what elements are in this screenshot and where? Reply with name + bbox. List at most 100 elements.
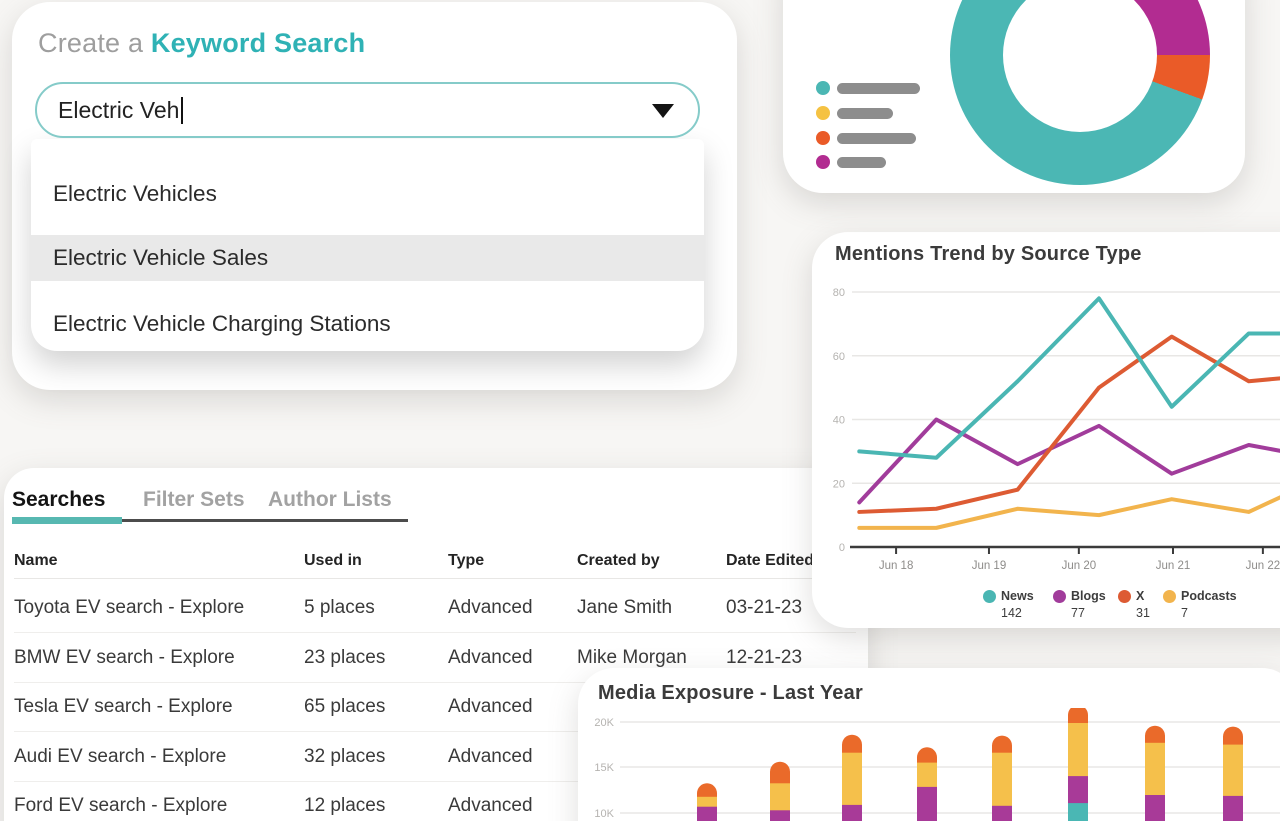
table-header-separator <box>14 578 856 579</box>
cell-date_edited: 03-21-23 <box>726 597 803 618</box>
text-cursor <box>181 96 184 124</box>
svg-text:Jun 19: Jun 19 <box>972 560 1007 572</box>
cell-type: Advanced <box>448 597 533 618</box>
autocomplete-dropdown: Electric Vehicles Electric Vehicle Sales E… <box>31 139 704 351</box>
tab-divider-line <box>122 519 408 522</box>
legend-item-podcasts: Podcasts 7 <box>1163 588 1237 620</box>
cell-used_in: 65 places <box>304 696 386 717</box>
donut-legend-row <box>816 155 886 169</box>
column-header: Created by <box>577 552 660 569</box>
mentions-chart-title: Mentions Trend by Source Type <box>835 243 1142 265</box>
legend-value: 7 <box>1181 606 1188 620</box>
row-separator <box>14 682 856 683</box>
legend-dot-icon <box>983 589 996 603</box>
row-separator <box>14 781 856 782</box>
cell-name: Toyota EV search - Explore <box>14 597 245 618</box>
legend-placeholder-bar <box>837 132 916 144</box>
legend-label-line: X <box>1118 588 1150 604</box>
active-tab-underline <box>12 517 122 524</box>
legend-label: News <box>1001 589 1034 603</box>
donut-legend-row <box>816 81 920 95</box>
svg-text:Jun 22: Jun 22 <box>1246 560 1280 572</box>
chevron-down-icon[interactable] <box>652 104 674 118</box>
cell-type: Advanced <box>448 795 533 816</box>
table-row[interactable]: BMW EV search - Explore 23 places Advanced… <box>4 638 868 678</box>
table-row[interactable]: Toyota EV search - Explore 5 places Advanc… <box>4 588 868 628</box>
svg-text:Jun 20: Jun 20 <box>1062 560 1097 572</box>
cell-used_in: 12 places <box>304 795 386 816</box>
donut-legend-row <box>816 131 916 145</box>
legend-placeholder-bar <box>837 156 886 168</box>
searches-card: Searches Filter Sets Author Lists Name Used… <box>4 468 868 821</box>
dropdown-option[interactable]: Electric Vehicles <box>53 181 217 206</box>
svg-text:20K: 20K <box>594 717 614 729</box>
search-input-value: Electric Veh <box>58 96 180 123</box>
legend-dot-icon <box>816 155 830 169</box>
legend-dot-icon <box>1053 589 1066 603</box>
donut-hole <box>1003 0 1157 132</box>
svg-text:Jun 21: Jun 21 <box>1156 560 1191 572</box>
table-row[interactable]: Ford EV search - Explore 12 places Advance… <box>4 786 868 821</box>
legend-label: X <box>1136 589 1145 603</box>
legend-dot-icon <box>1118 589 1131 603</box>
legend-dot-icon <box>816 131 830 145</box>
tab-filter-sets[interactable]: Filter Sets <box>143 488 245 511</box>
donut-chart <box>950 0 1210 185</box>
tab-searches[interactable]: Searches <box>12 488 106 511</box>
svg-text:15K: 15K <box>594 762 614 774</box>
dropdown-option[interactable]: Electric Vehicle Charging Stations <box>53 311 391 336</box>
media-exposure-card: Media Exposure - Last Year 10K 15K 20K <box>578 668 1280 821</box>
row-separator <box>14 632 856 633</box>
legend-dot-icon <box>816 81 830 95</box>
svg-text:40: 40 <box>833 415 845 427</box>
legend-value: 77 <box>1071 606 1085 620</box>
legend-item-news: News 142 <box>983 588 1034 620</box>
cell-name: BMW EV search - Explore <box>14 647 235 668</box>
legend-label-line: Podcasts <box>1163 588 1237 604</box>
summary-donut-card <box>783 0 1245 193</box>
title-prefix: Create a <box>38 28 144 58</box>
legend-value: 142 <box>1001 606 1022 620</box>
cell-name: Audi EV search - Explore <box>14 746 227 767</box>
legend-item-blogs: Blogs 77 <box>1053 588 1106 620</box>
cell-name: Ford EV search - Explore <box>14 795 228 816</box>
cell-used_in: 32 places <box>304 746 386 767</box>
svg-text:80: 80 <box>833 287 845 299</box>
dropdown-option[interactable]: Electric Vehicle Sales <box>31 235 704 281</box>
keyword-search-input[interactable]: Electric Veh <box>35 82 700 138</box>
legend-placeholder-bar <box>837 82 920 94</box>
legend-label: Blogs <box>1071 589 1106 603</box>
column-header: Name <box>14 552 58 569</box>
cell-name: Tesla EV search - Explore <box>14 696 233 717</box>
legend-item-x: X 31 <box>1118 588 1150 620</box>
keyword-search-card: Create a Keyword Search Electric Veh Ele… <box>12 2 737 390</box>
cell-date_edited: 12-21-23 <box>726 647 803 668</box>
cell-used_in: 5 places <box>304 597 375 618</box>
mentions-line-chart: 0 20 40 60 80 Jun 18 Jun 19 Jun 20 Jun 21 Jun 22 <box>833 287 1280 572</box>
media-chart-title: Media Exposure - Last Year <box>598 682 863 704</box>
table-row[interactable]: Audi EV search - Explore 32 places Advance… <box>4 737 868 777</box>
media-stacked-bar-chart: 10K 15K 20K <box>594 708 1280 821</box>
svg-text:Jun 18: Jun 18 <box>879 560 914 572</box>
table-row[interactable]: Tesla EV search - Explore 65 places Advanc… <box>4 687 868 727</box>
legend-dot-icon <box>816 106 830 120</box>
cell-type: Advanced <box>448 696 533 717</box>
svg-text:10K: 10K <box>594 808 614 820</box>
column-header: Used in <box>304 552 362 569</box>
legend-placeholder-bar <box>837 107 893 119</box>
donut-legend-row <box>816 106 893 120</box>
cell-type: Advanced <box>448 647 533 668</box>
legend-dot-icon <box>1163 589 1176 603</box>
svg-text:60: 60 <box>833 351 845 363</box>
tab-author-lists[interactable]: Author Lists <box>268 488 392 511</box>
keyword-card-title: Create a Keyword Search <box>38 28 365 59</box>
svg-text:20: 20 <box>833 478 845 490</box>
svg-text:0: 0 <box>839 542 845 554</box>
column-header: Type <box>448 552 485 569</box>
legend-label-line: News <box>983 588 1034 604</box>
cell-created_by: Jane Smith <box>577 597 673 618</box>
title-highlight: Keyword Search <box>150 28 366 58</box>
legend-value: 31 <box>1136 606 1150 620</box>
legend-label-line: Blogs <box>1053 588 1106 604</box>
cell-created_by: Mike Morgan <box>577 647 687 668</box>
